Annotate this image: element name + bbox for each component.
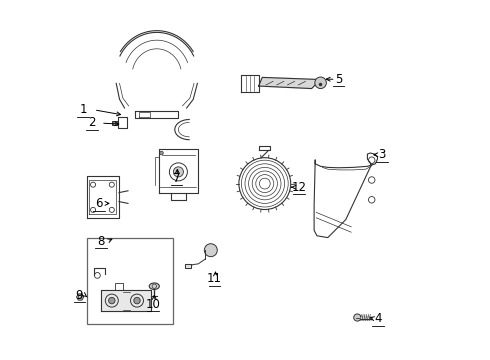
Polygon shape xyxy=(101,290,151,311)
Text: 7: 7 xyxy=(173,172,180,185)
Text: 6: 6 xyxy=(96,197,103,210)
Ellipse shape xyxy=(149,283,159,289)
Polygon shape xyxy=(185,264,191,268)
Text: 11: 11 xyxy=(207,273,222,285)
Text: 5: 5 xyxy=(335,73,343,86)
Circle shape xyxy=(109,297,115,304)
Text: 9: 9 xyxy=(75,289,83,302)
Circle shape xyxy=(134,297,140,304)
Text: 2: 2 xyxy=(88,116,96,129)
Text: 1: 1 xyxy=(79,103,87,116)
Text: 3: 3 xyxy=(378,148,386,161)
Text: 8: 8 xyxy=(98,235,105,248)
Circle shape xyxy=(315,77,326,89)
Circle shape xyxy=(160,151,163,155)
Circle shape xyxy=(173,167,183,177)
Polygon shape xyxy=(76,294,84,300)
Bar xyxy=(112,121,118,125)
Bar xyxy=(87,238,173,324)
Text: 12: 12 xyxy=(292,181,307,194)
Circle shape xyxy=(354,314,361,321)
Circle shape xyxy=(204,244,217,257)
Text: 4: 4 xyxy=(374,312,382,325)
Polygon shape xyxy=(259,77,320,89)
Text: 10: 10 xyxy=(146,298,161,311)
